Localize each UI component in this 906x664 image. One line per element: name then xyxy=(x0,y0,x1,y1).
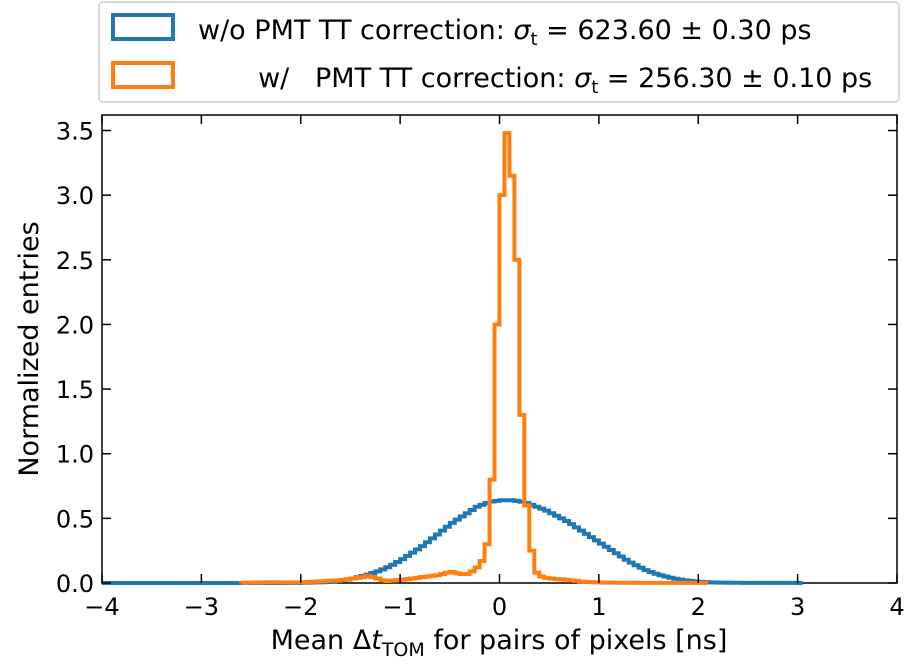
legend-swatch-series-1 xyxy=(111,13,175,41)
y-axis-label: Normalized entries xyxy=(14,221,45,476)
x-tick-label: 2 xyxy=(691,593,706,621)
y-tick-label: 0.0 xyxy=(56,570,94,598)
legend: w/o PMT TT correction: σt = 623.60 ± 0.3… xyxy=(98,1,906,103)
x-tick-label: 0 xyxy=(492,593,507,621)
legend-label-prefix: w/o PMT TT correction: xyxy=(198,15,513,46)
series-layer xyxy=(102,131,803,585)
y-tick-label: 3.0 xyxy=(56,182,94,210)
ticks-layer: −4 −3 −2 −1 0 1 2 3 4 0.0 0.5 1.0 1.5 2.0 2.5 3.0 3.5 xyxy=(56,115,905,621)
legend-sigma-subscript: t xyxy=(591,77,598,98)
y-tick-label: 3.5 xyxy=(56,118,94,146)
legend-value: = 256.30 ± 0.10 ps xyxy=(598,63,872,94)
x-axis-label-prefix: Mean Δ xyxy=(271,625,372,656)
x-tick-label: 3 xyxy=(790,593,805,621)
legend-swatch-series-2 xyxy=(111,61,175,89)
legend-sigma-symbol: σ xyxy=(574,63,592,94)
legend-sigma-subscript: t xyxy=(531,29,538,50)
x-tick-label: 1 xyxy=(591,593,606,621)
legend-label-prefix: w/ PMT TT correction: xyxy=(258,63,574,94)
x-tick-label: −4 xyxy=(84,593,119,621)
legend-frame xyxy=(98,1,900,103)
histogram-series-2 xyxy=(239,131,709,585)
x-axis-label-subscript: TOM xyxy=(381,639,425,661)
y-tick-label: 2.0 xyxy=(56,311,94,339)
x-tick-label: 4 xyxy=(889,593,904,621)
y-tick-label: 0.5 xyxy=(56,505,94,533)
x-axis-label-variable: t xyxy=(371,625,383,656)
x-axis-label: Mean ΔtTOM for pairs of pixels [ns] xyxy=(271,625,728,661)
x-tick-label: −3 xyxy=(184,593,219,621)
y-tick-label: 1.0 xyxy=(56,441,94,469)
legend-value: = 623.60 ± 0.30 ps xyxy=(538,15,812,46)
x-axis-label-suffix: for pairs of pixels [ns] xyxy=(425,625,728,656)
legend-label-series-1: w/o PMT TT correction: σt = 623.60 ± 0.3… xyxy=(198,15,812,50)
y-tick-label: 2.5 xyxy=(56,247,94,275)
plot-frame xyxy=(101,114,898,584)
x-tick-label: −1 xyxy=(382,593,417,621)
y-tick-label: 1.5 xyxy=(56,376,94,404)
legend-sigma-symbol: σ xyxy=(513,15,531,46)
x-tick-label: −2 xyxy=(283,593,318,621)
legend-label-series-2: w/ PMT TT correction: σt = 256.30 ± 0.10… xyxy=(198,63,906,98)
